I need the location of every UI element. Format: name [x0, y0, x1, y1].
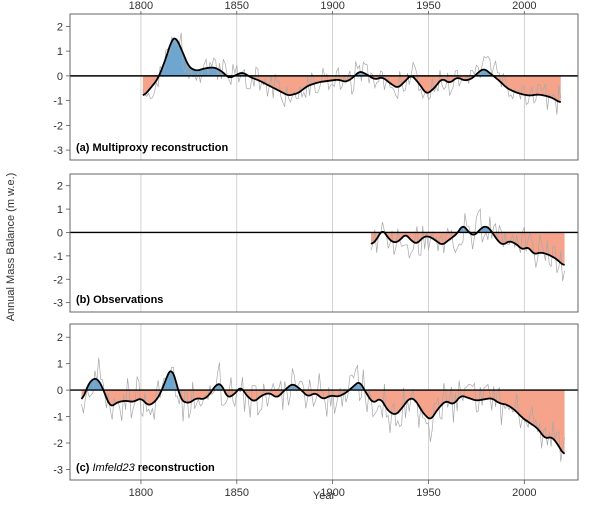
panel-label: (a) Multiproxy reconstruction: [76, 142, 228, 154]
annual-series: [370, 208, 565, 282]
bottom-x-axis: 1800 1850 1900 1950 2000: [129, 480, 537, 499]
panel-label: (c) Imfeld23 reconstruction: [76, 462, 215, 474]
panel-label-prefix: (a): [76, 142, 93, 154]
panel-a: 2 1 0 -1 -2 -3 (a) Multiproxy reconstruction: [53, 13, 579, 161]
x-tick-label-bottom: 1850: [225, 487, 249, 499]
panel-c: 2 1 0 -1 -2 -3 (c) Imfeld23 reconstruction: [53, 323, 579, 481]
y-tick-label: -2: [53, 274, 63, 286]
y-tick-label: 1: [57, 46, 63, 58]
top-x-axis: 1800 1850 1900 1950 2000: [129, 0, 537, 14]
x-tick-label-top: 1800: [129, 0, 153, 12]
panel-frame: [69, 323, 579, 481]
y-tick-label: 2: [57, 181, 63, 193]
y-tick-label: -1: [53, 96, 63, 108]
y-tick-label: -3: [53, 298, 63, 310]
panel-b: 2 1 0 -1 -2 -3 (b) Observations: [53, 173, 579, 313]
x-tick-label-bottom: 1900: [320, 487, 344, 499]
annual-series: [142, 32, 562, 115]
panel-label-prefix: (c): [76, 462, 93, 474]
x-tick-label-top: 2000: [512, 0, 536, 12]
y-tick-label: 1: [57, 359, 63, 371]
chart-panels: 2 1 0 -1 -2 -3 (a) Multiproxy reconstruction 2 1…: [53, 13, 579, 481]
x-tick-label-bottom: 2000: [512, 487, 536, 499]
y-tick-label: -3: [53, 464, 63, 476]
y-tick-label: -1: [53, 412, 63, 424]
y-tick-label: 1: [57, 204, 63, 216]
y-tick-label: 0: [57, 71, 63, 83]
negative-area: [370, 232, 565, 266]
negative-area: [142, 75, 561, 103]
y-tick-label: 2: [57, 21, 63, 33]
y-tick-label: 0: [57, 385, 63, 397]
x-axis-title: Year: [313, 490, 336, 502]
panel-label-name: Observations: [93, 294, 163, 306]
y-tick-label: -1: [53, 251, 63, 263]
panel-label: (b) Observations: [76, 294, 163, 306]
panel-label-name: Multiproxy reconstruction: [93, 142, 229, 154]
panel-label-name: Imfeld23: [93, 462, 136, 474]
positive-area: [142, 38, 561, 76]
x-tick-label-top: 1950: [416, 0, 440, 12]
smoothed-series: [370, 225, 565, 266]
smoothed-series: [80, 370, 566, 455]
y-axis-title: Annual Mass Balance (m w.e.): [5, 173, 17, 322]
positive-area: [81, 371, 565, 391]
x-tick-label-bottom: 1800: [129, 487, 153, 499]
panel-frame: [69, 13, 579, 161]
y-tick-label: -3: [53, 145, 63, 157]
y-tick-label: -2: [53, 438, 63, 450]
panel-frame: [69, 173, 579, 313]
panel-label-prefix: (b): [76, 294, 93, 306]
x-tick-label-top: 1900: [320, 0, 344, 12]
y-tick-label: 0: [57, 227, 63, 239]
x-tick-label-top: 1850: [225, 0, 249, 12]
annual-series: [81, 357, 565, 462]
x-tick-label-bottom: 1950: [416, 487, 440, 499]
y-tick-label: -2: [53, 120, 63, 132]
y-tick-label: 2: [57, 332, 63, 344]
panel-label-suffix: reconstruction: [135, 462, 215, 474]
smoothed-series: [142, 37, 562, 104]
